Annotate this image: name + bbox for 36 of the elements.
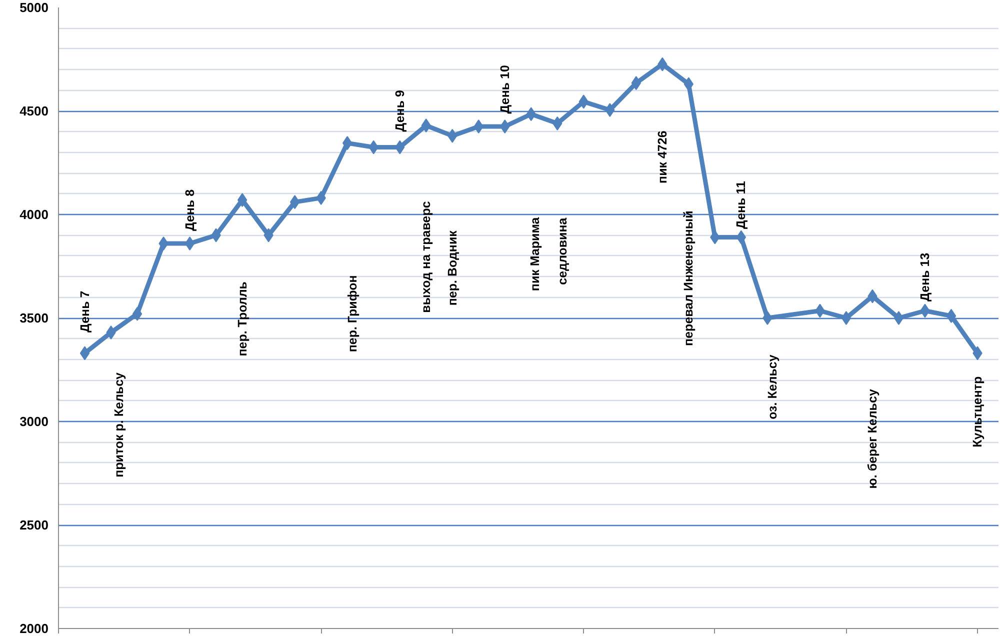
annotation: ю. берег Кельсу [865,389,880,489]
point [841,311,852,325]
point [184,236,195,250]
y-tick-label: 5000 [20,0,48,15]
annotation: пер. Грифон [346,275,360,352]
annotation: Культцентр [970,376,984,448]
annotation: пик Марима [528,216,542,292]
annotation: пер. Тролль [235,281,250,356]
point [342,136,352,150]
annotation: День 10 [498,65,512,114]
point [762,311,772,325]
point [736,230,746,244]
y-tick-label: 4000 [20,207,48,222]
annotation: День 9 [392,90,407,132]
point [894,311,904,325]
annotation: перевал Инженерный [682,210,696,346]
point [290,195,300,210]
point [946,308,956,323]
annotation: День 13 [918,252,932,302]
annotation: пер. Водник [445,230,460,306]
point [132,306,142,321]
annotation: приток р. Кельсу [112,372,126,478]
annotation: седловина [556,216,570,285]
y-tick-label: 3000 [20,414,48,429]
y-tick-label: 4500 [20,104,48,118]
annotation: День 11 [734,181,748,229]
annotation: День 7 [78,290,92,332]
y-tick-label: 3500 [20,310,48,326]
annotation: выход на траверс [419,201,434,313]
point [237,193,248,208]
point [80,346,90,360]
annotation: пик 4726 [655,130,670,184]
annotation: оз. Кельсу [766,354,780,420]
y-tick-label: 2000 [20,621,48,636]
y-tick-label: 2500 [20,518,48,532]
annotation: День 8 [182,189,197,232]
